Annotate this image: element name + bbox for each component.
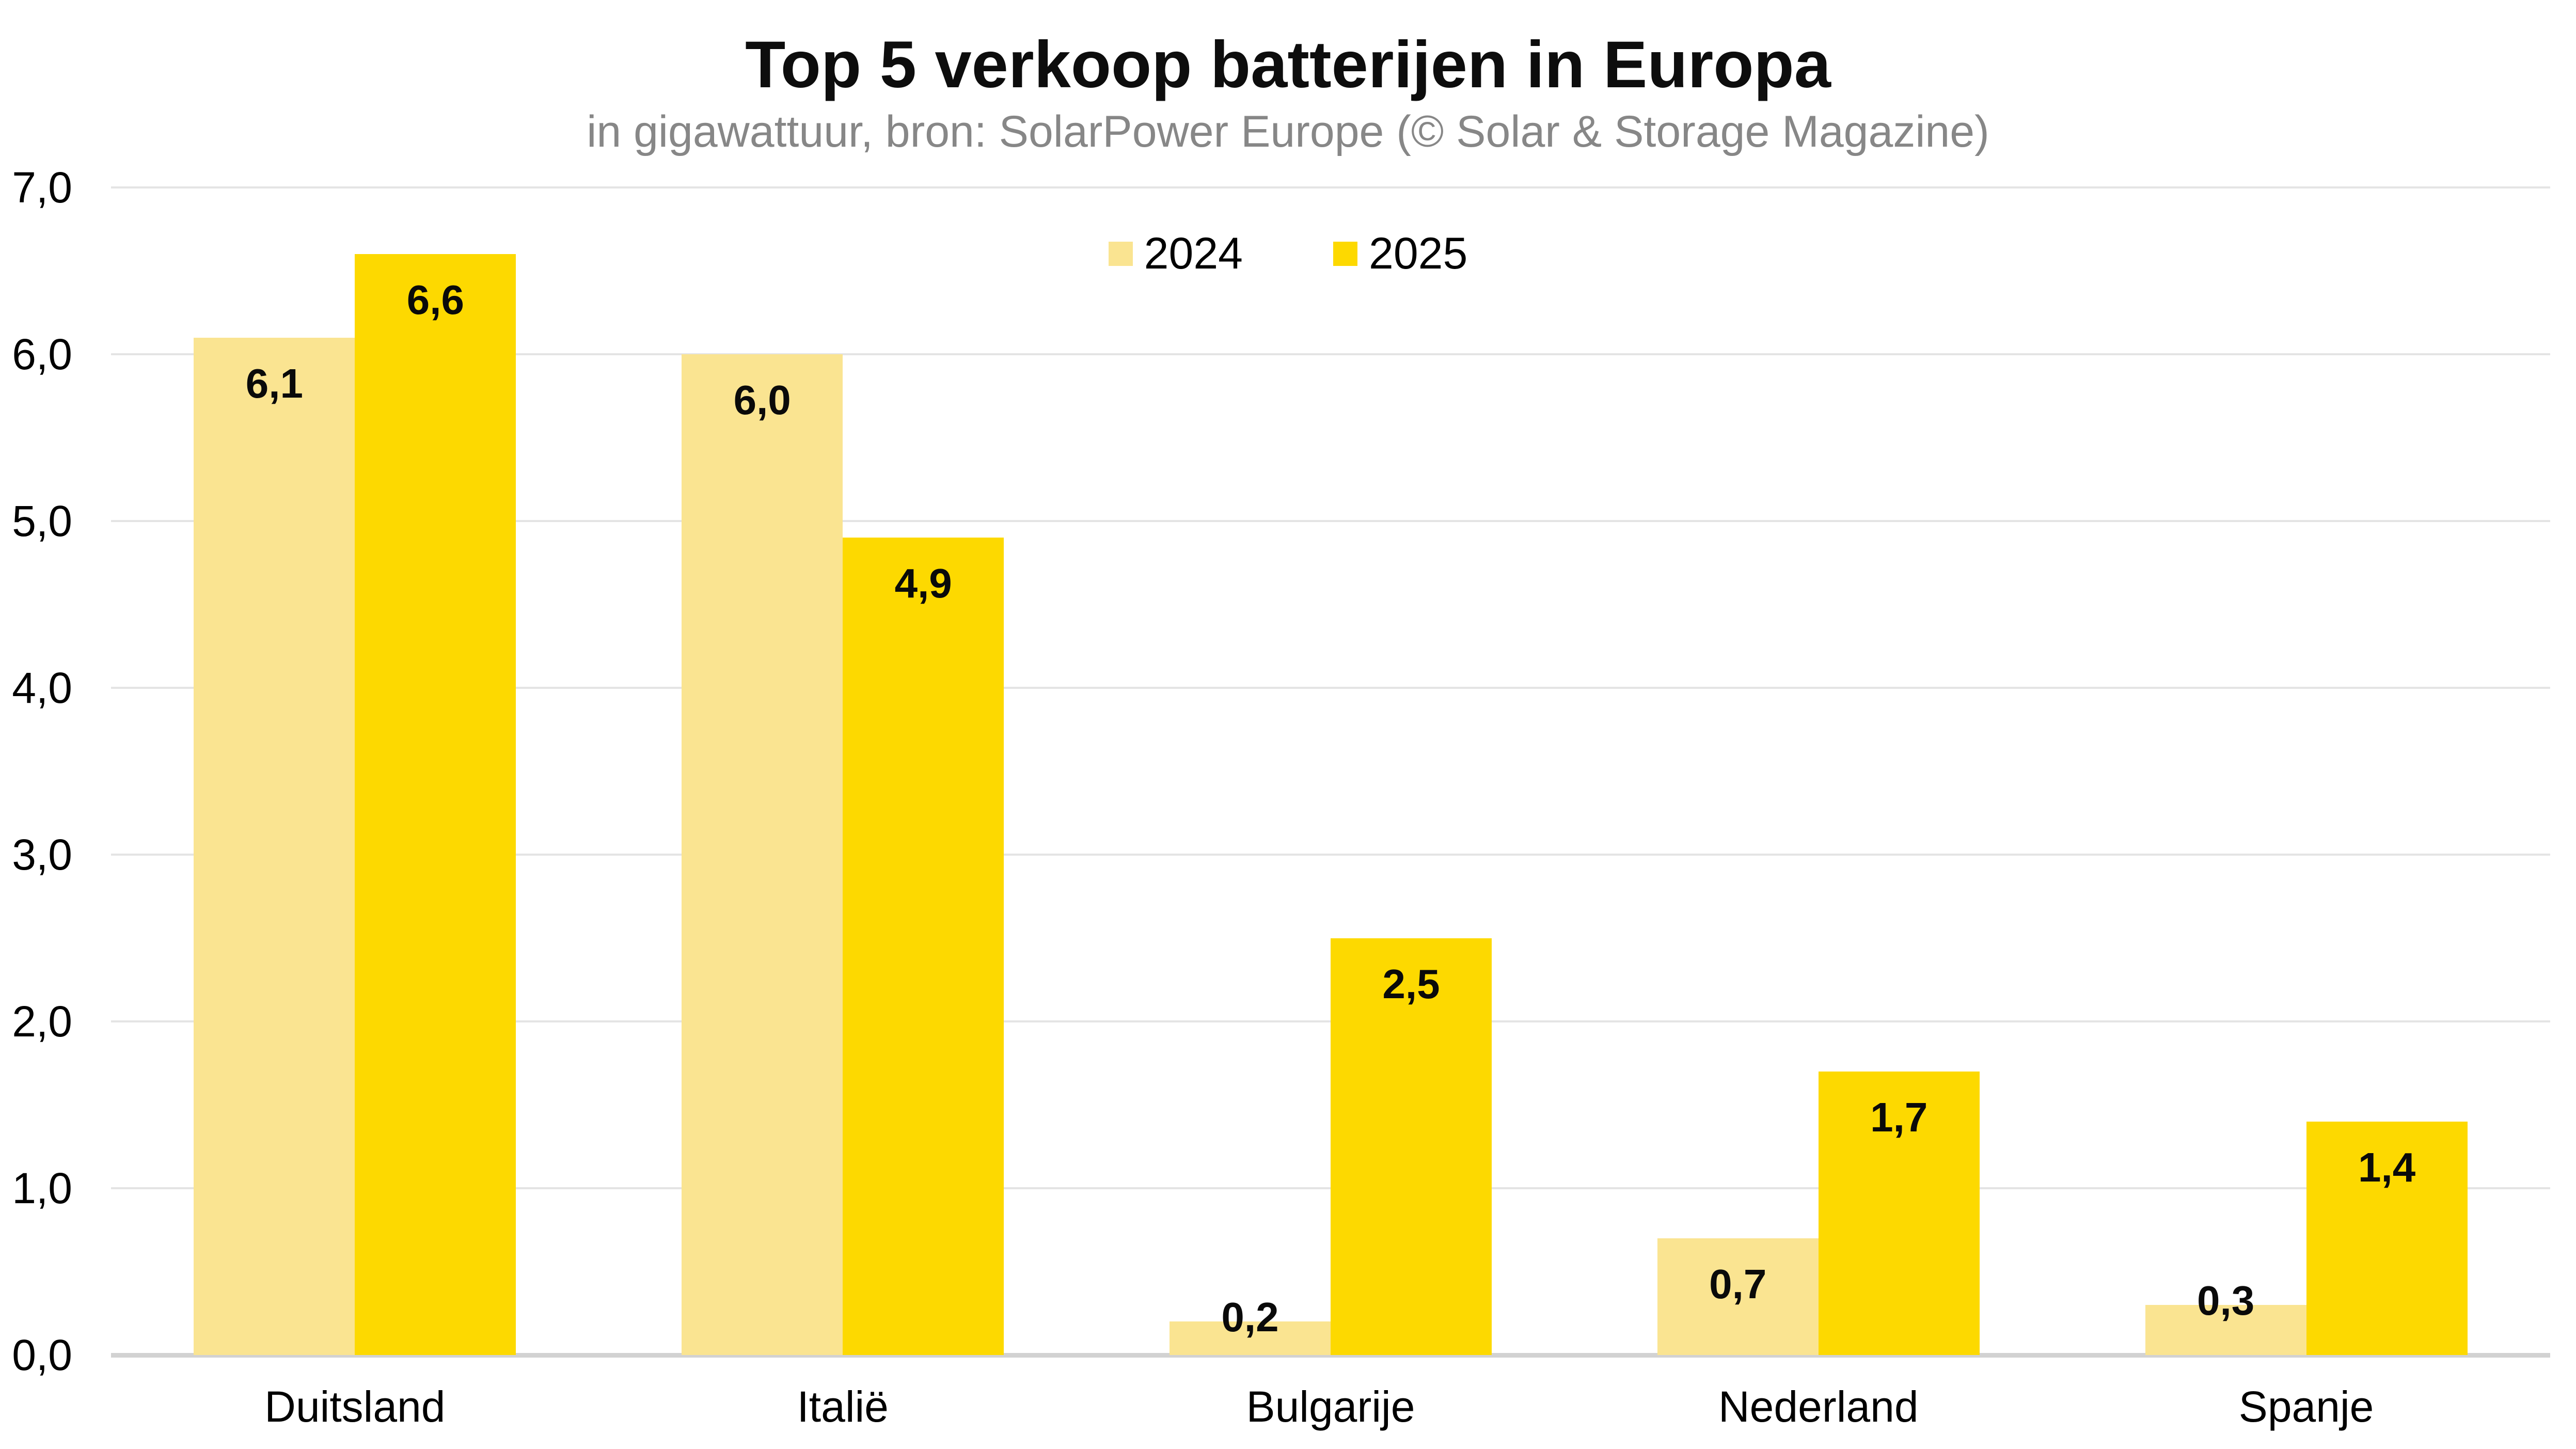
legend-label-2025: 2025	[1369, 229, 1468, 278]
x-axis-baseline	[111, 1353, 2550, 1358]
x-axis-label-italië: Italië	[797, 1382, 889, 1431]
bar-group-italië: 6,0 4,9	[599, 187, 1087, 1355]
bar-group-nederland: 0,7 1,7	[1574, 187, 2062, 1355]
legend: 2024 2025	[0, 231, 2576, 276]
x-axis-label-bulgarije: Bulgarije	[1246, 1382, 1415, 1431]
chart-title: Top 5 verkoop batterijen in Europa	[745, 28, 1831, 102]
bar-2024-bulgarije: 0,2	[1169, 1294, 1331, 1355]
legend-label-2024: 2024	[1144, 229, 1243, 278]
x-axis-label-duitsland: Duitsland	[264, 1382, 446, 1431]
gridline	[111, 520, 2550, 522]
bar-value-label: 4,9	[894, 560, 952, 607]
gridline	[111, 687, 2550, 689]
bar-2025-duitsland: 6,6	[355, 254, 516, 1355]
y-axis: 7,0 6,0 5,0 4,0 3,0 2,0 1,0 0,0	[0, 0, 77, 1449]
y-tick-label: 5,0	[12, 497, 72, 545]
legend-swatch-2024	[1108, 241, 1133, 266]
bar-value-label: 0,2	[1221, 1294, 1279, 1341]
bar-2025-nederland: 1,7	[1818, 1071, 1980, 1355]
bar-2025-spanje: 1,4	[2306, 1121, 2468, 1355]
y-tick-label: 0,0	[12, 1331, 72, 1379]
bar-value-label: 6,1	[245, 360, 303, 406]
bar-value-label: 0,7	[1709, 1261, 1767, 1307]
bar-2024-spanje: 0,3	[2145, 1278, 2306, 1355]
bar-2024-duitsland: 6,1	[194, 337, 355, 1355]
gridline	[111, 353, 2550, 355]
y-tick-label: 3,0	[12, 830, 72, 879]
bar-value-label: 2,5	[1382, 960, 1440, 1007]
bar-2025-italië: 4,9	[843, 538, 1004, 1355]
bar-value-label: 6,0	[733, 377, 791, 423]
bar-2025-bulgarije: 2,5	[1330, 938, 1492, 1355]
legend-swatch-2025	[1333, 241, 1357, 266]
chart-subtitle: in gigawattuur, bron: SolarPower Europe …	[587, 107, 1989, 156]
legend-item-2024: 2024	[1108, 229, 1243, 278]
x-axis-label-spanje: Spanje	[2238, 1382, 2374, 1431]
bar-2024-nederland: 0,7	[1657, 1238, 1819, 1355]
plot-area: 6,1 6,6 6,0 4,9 0,2 2,5 0,7 1,7 0,3 1,4	[111, 186, 2550, 1358]
x-axis-label-nederland: Nederland	[1718, 1382, 1919, 1431]
legend-item-2025: 2025	[1333, 231, 1467, 276]
gridline	[111, 854, 2550, 856]
bar-value-label: 1,7	[1870, 1094, 1928, 1140]
bar-group-duitsland: 6,1 6,6	[111, 187, 599, 1355]
x-axis: Duitsland Italië Bulgarije Nederland Spanje	[111, 1385, 2550, 1442]
y-tick-label: 6,0	[12, 330, 72, 379]
bar-value-label: 1,4	[2358, 1144, 2416, 1190]
y-tick-label: 7,0	[12, 163, 72, 212]
bar-group-bulgarije: 0,2 2,5	[1087, 187, 1575, 1355]
bar-group-spanje: 0,3 1,4	[2062, 187, 2550, 1355]
y-tick-label: 2,0	[12, 997, 72, 1046]
y-tick-label: 4,0	[12, 664, 72, 712]
bar-2024-italië: 6,0	[682, 354, 843, 1355]
gridline	[111, 186, 2550, 188]
y-tick-label: 1,0	[12, 1164, 72, 1212]
bar-value-label: 0,3	[2196, 1278, 2255, 1324]
bar-value-label: 6,6	[406, 277, 464, 323]
